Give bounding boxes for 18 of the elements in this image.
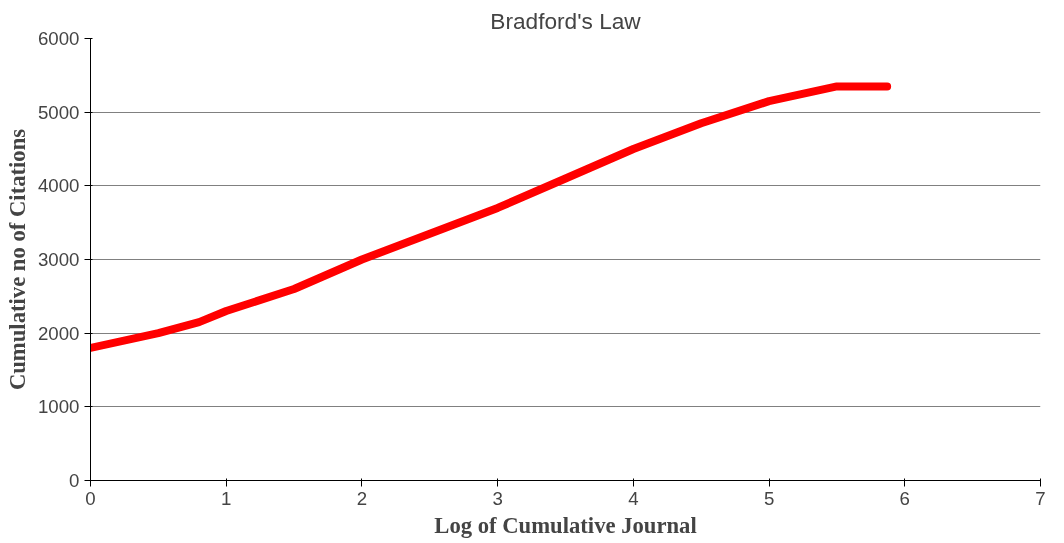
y-tick-label: 0	[69, 470, 80, 491]
x-tick-label: 7	[1035, 487, 1046, 509]
x-tick-label: 3	[492, 487, 503, 509]
x-tick-label: 5	[763, 487, 775, 509]
y-tick-label: 3000	[38, 249, 80, 270]
x-tick-label: 6	[899, 487, 910, 509]
y-axis-title: Cumulative no of Citations	[5, 128, 30, 391]
y-tick-label: 6000	[38, 28, 80, 49]
y-tick-label: 5000	[38, 101, 80, 123]
y-tick-label: 2000	[38, 322, 80, 344]
chart-title: Bradford's Law	[490, 7, 642, 34]
x-tick-label: 2	[356, 487, 368, 509]
x-tick-label: 4	[628, 487, 639, 509]
x-axis-title: Log of Cumulative Journal	[434, 512, 697, 538]
y-tick-label: 1000	[38, 396, 80, 418]
x-tick-label: 0	[85, 487, 96, 509]
x-tick-label: 1	[221, 487, 232, 509]
y-tick-label: 4000	[38, 175, 80, 197]
